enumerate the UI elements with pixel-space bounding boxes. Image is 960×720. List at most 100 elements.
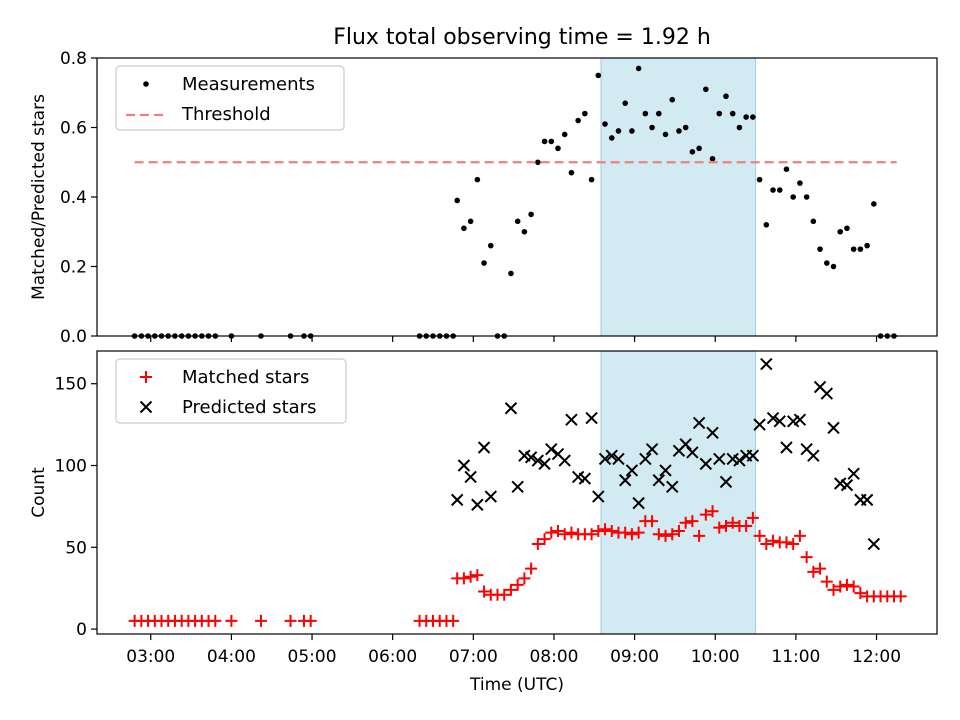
predicted-stars-point bbox=[766, 411, 780, 425]
predicted-stars-point bbox=[524, 451, 538, 464]
legend-entry: Measurements bbox=[182, 74, 315, 95]
measurement-point bbox=[602, 121, 608, 127]
measurement-point bbox=[763, 222, 770, 228]
measurement-point bbox=[756, 176, 763, 183]
measurement-point bbox=[770, 187, 776, 193]
measurement-point bbox=[662, 131, 669, 138]
predicted-stars-point bbox=[713, 452, 726, 466]
measurement-point bbox=[790, 194, 796, 200]
measurement-point bbox=[655, 110, 662, 117]
matched-stars-point bbox=[254, 614, 267, 627]
matched-stars-point bbox=[746, 511, 759, 524]
predicted-stars-point bbox=[780, 441, 793, 454]
measurement-point bbox=[474, 176, 481, 183]
measurement-point bbox=[817, 246, 823, 252]
matched-stars-point bbox=[565, 526, 578, 539]
matched-stars-point bbox=[284, 614, 297, 627]
series-matched-stars bbox=[128, 505, 907, 627]
matched-stars-point bbox=[531, 538, 544, 551]
legend-entry: Matched stars bbox=[182, 367, 309, 388]
measurement-point bbox=[689, 149, 696, 155]
predicted-stars-point bbox=[457, 459, 471, 472]
measurement-point bbox=[548, 138, 555, 145]
measurement-point bbox=[561, 131, 568, 138]
predicted-stars-point bbox=[592, 490, 605, 503]
predicted-stars-point bbox=[753, 418, 766, 431]
measurement-point bbox=[703, 86, 709, 93]
matched-stars-point bbox=[780, 536, 793, 549]
matched-stars-point bbox=[619, 526, 632, 539]
x-tick-label: 03:00 bbox=[126, 647, 175, 667]
predicted-stars-point bbox=[699, 457, 713, 471]
x-tick-label: 09:00 bbox=[610, 647, 659, 667]
matched-stars-point bbox=[847, 580, 860, 593]
matched-stars-point bbox=[471, 569, 484, 582]
predicted-stars-point bbox=[773, 415, 786, 428]
legend-handle bbox=[139, 400, 153, 414]
predicted-stars-point bbox=[686, 446, 699, 459]
matched-stars-point bbox=[814, 562, 827, 575]
top-panel-ratio: 0.0 0.2 0.4 0.6 0.8 Matched/Predicted stars Me… bbox=[29, 49, 938, 347]
matched-stars-point bbox=[854, 587, 867, 600]
y-tick-label: 0.8 bbox=[60, 49, 87, 69]
measurement-point bbox=[810, 218, 817, 225]
matched-stars-point bbox=[652, 528, 665, 541]
predicted-stars-point bbox=[484, 490, 497, 503]
legend-box bbox=[115, 65, 345, 131]
predicted-stars-point bbox=[733, 454, 746, 467]
measurement-point bbox=[642, 110, 649, 117]
matched-stars-point bbox=[767, 534, 780, 547]
predicted-stars-point bbox=[598, 452, 612, 466]
predicted-stars-point bbox=[471, 498, 484, 511]
legend: Matched stars Predicted stars bbox=[115, 358, 347, 424]
measurement-point bbox=[797, 180, 803, 186]
measurement-point bbox=[595, 72, 602, 79]
predicted-stars-point bbox=[578, 472, 592, 485]
predicted-stars-point bbox=[558, 454, 571, 467]
matched-stars-point bbox=[894, 590, 907, 603]
matched-stars-point bbox=[464, 570, 477, 583]
series-predicted-stars bbox=[450, 357, 881, 551]
measurement-point bbox=[514, 218, 521, 225]
measurement-point bbox=[776, 187, 783, 193]
matched-stars-point bbox=[666, 528, 679, 541]
predicted-stars-point bbox=[625, 464, 639, 477]
measurement-point bbox=[729, 110, 736, 117]
matched-stars-point bbox=[504, 583, 517, 596]
y-tick-label: 100 bbox=[55, 457, 87, 477]
measurement-point bbox=[535, 159, 541, 166]
observing-window-shade bbox=[600, 57, 757, 337]
matched-stars-point bbox=[646, 515, 659, 528]
x-axis-label: Time (UTC) bbox=[469, 675, 564, 695]
measurement-point bbox=[528, 211, 534, 218]
predicted-stars-point bbox=[652, 474, 665, 487]
matched-stars-point bbox=[585, 528, 598, 541]
matched-stars-point bbox=[840, 578, 853, 591]
measurement-point bbox=[508, 270, 514, 277]
measurement-point bbox=[844, 225, 850, 232]
y-axis-label: Count bbox=[29, 467, 49, 518]
measurement-point bbox=[481, 260, 487, 266]
measurement-point bbox=[736, 124, 743, 131]
predicted-stars-point bbox=[719, 475, 733, 489]
measurement-point bbox=[682, 124, 689, 131]
matched-stars-point bbox=[753, 529, 766, 542]
matched-stars-point bbox=[304, 614, 317, 627]
x-tick-label: 06:00 bbox=[368, 647, 417, 667]
measurement-point bbox=[461, 225, 467, 232]
matched-stars-point bbox=[599, 523, 612, 536]
matched-stars-point bbox=[551, 524, 564, 537]
matched-stars-point bbox=[457, 572, 470, 585]
measurement-point bbox=[709, 155, 716, 162]
predicted-stars-point bbox=[531, 454, 545, 467]
x-tick-label: 08:00 bbox=[529, 647, 578, 667]
matched-stars-point bbox=[545, 526, 558, 539]
measurement-point bbox=[857, 246, 864, 252]
y-tick-label: 0.2 bbox=[60, 258, 87, 278]
measurement-point bbox=[635, 65, 642, 72]
chart-title: Flux total observing time = 1.92 h bbox=[333, 25, 711, 50]
measurement-point bbox=[555, 145, 561, 152]
matched-stars-point bbox=[793, 529, 806, 542]
matched-stars-point bbox=[209, 614, 222, 627]
matched-stars-point bbox=[834, 580, 847, 593]
